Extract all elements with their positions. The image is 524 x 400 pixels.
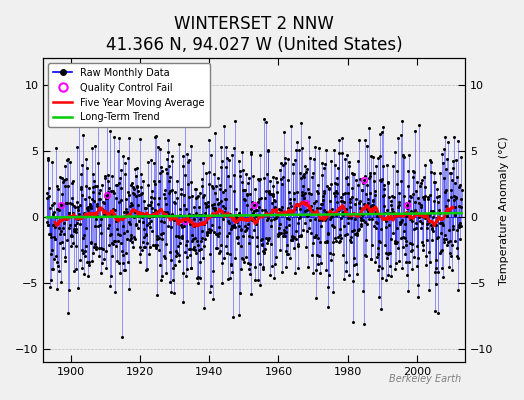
Title: WINTERSET 2 NNW
41.366 N, 94.027 W (United States): WINTERSET 2 NNW 41.366 N, 94.027 W (Unit…	[106, 15, 402, 54]
Text: Berkeley Earth: Berkeley Earth	[389, 374, 461, 384]
Legend: Raw Monthly Data, Quality Control Fail, Five Year Moving Average, Long-Term Tren: Raw Monthly Data, Quality Control Fail, …	[48, 63, 210, 127]
Y-axis label: Temperature Anomaly (°C): Temperature Anomaly (°C)	[499, 136, 509, 284]
